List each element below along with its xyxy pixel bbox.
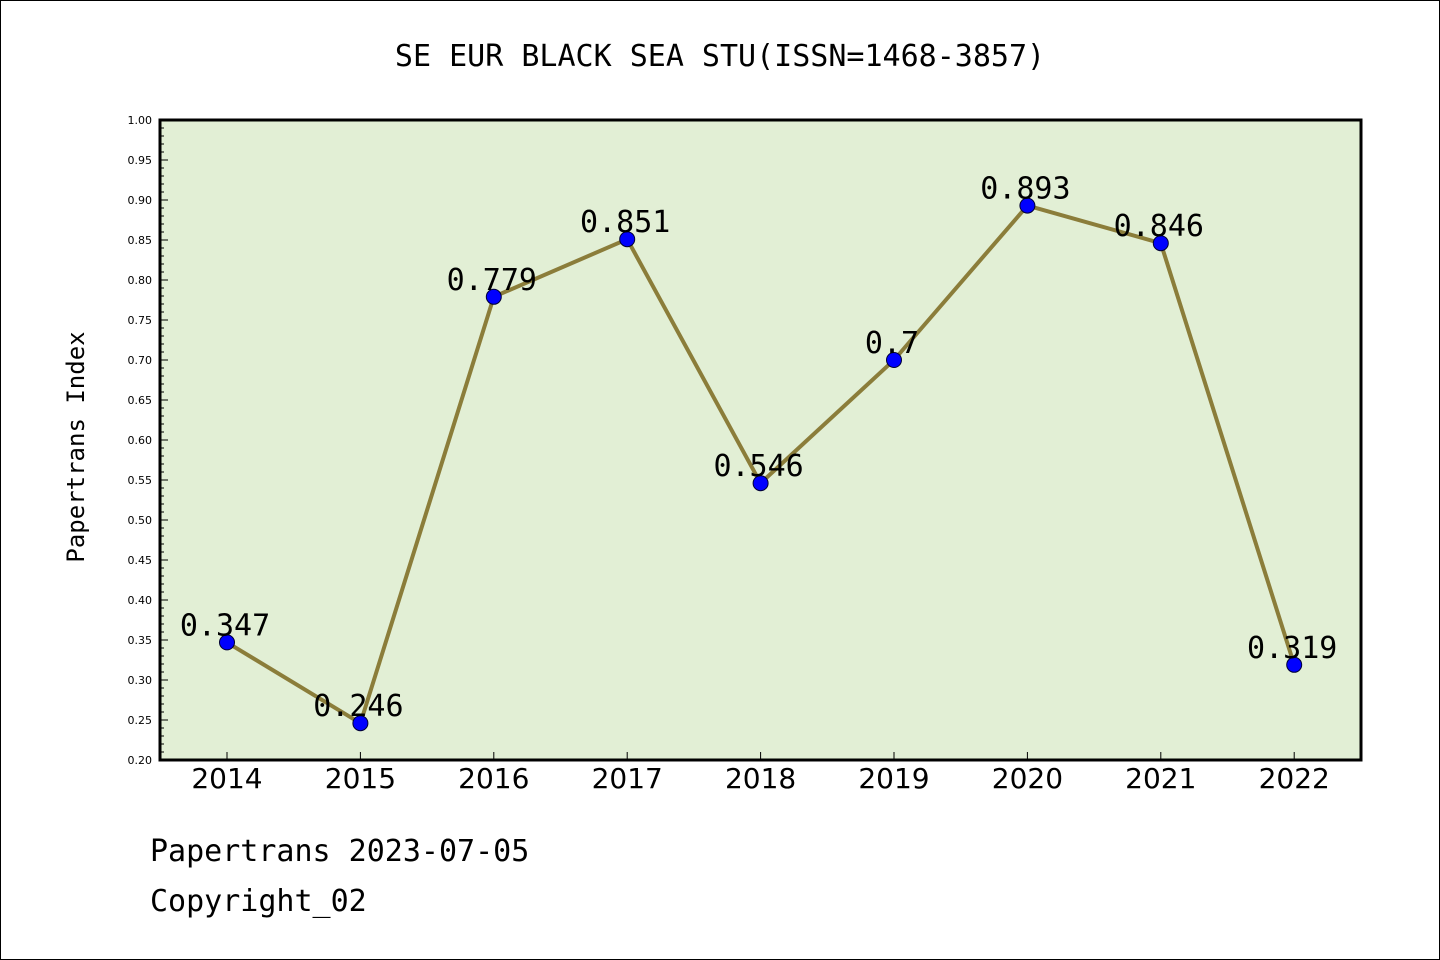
x-tick-label: 2014 bbox=[191, 762, 262, 795]
y-tick-label: 0.65 bbox=[128, 394, 153, 407]
data-point bbox=[1286, 656, 1303, 673]
y-tick-label: 0.80 bbox=[128, 274, 153, 287]
y-tick-label: 0.50 bbox=[128, 514, 153, 527]
plot-area bbox=[158, 118, 1363, 762]
data-label: 0.347 bbox=[180, 608, 270, 643]
x-tick-label: 2021 bbox=[1125, 762, 1196, 795]
data-label: 0.246 bbox=[313, 689, 403, 724]
y-tick-label: 0.75 bbox=[128, 314, 153, 327]
footer-copyright: Copyright_02 bbox=[150, 884, 367, 919]
y-tick-label: 0.70 bbox=[128, 354, 153, 367]
data-point bbox=[1019, 197, 1036, 214]
x-tick-label: 2015 bbox=[325, 762, 396, 795]
data-point bbox=[485, 288, 502, 305]
series-group bbox=[219, 197, 1303, 732]
x-tick-label: 2017 bbox=[592, 762, 663, 795]
x-axis: 2014 2015 2016 2017 2018 2019 2020 2021 2022 bbox=[191, 752, 1330, 795]
data-label: 0.846 bbox=[1114, 209, 1204, 244]
y-tick-label: 0.45 bbox=[128, 554, 153, 567]
x-tick-label: 2020 bbox=[992, 762, 1063, 795]
data-point bbox=[886, 352, 902, 368]
chart-title: SE EUR BLACK SEA STU(ISSN=1468-3857) bbox=[395, 39, 1045, 74]
x-tick-label: 2019 bbox=[858, 762, 929, 795]
y-tick-label: 1.00 bbox=[128, 114, 153, 127]
data-point bbox=[219, 634, 235, 651]
y-tick-label: 0.30 bbox=[128, 674, 153, 687]
y-tick-label: 0.35 bbox=[128, 634, 153, 647]
y-tick-label: 0.90 bbox=[128, 194, 153, 207]
footer-date-line: Papertrans 2023-07-05 bbox=[150, 834, 530, 869]
y-tick-label: 0.25 bbox=[128, 714, 153, 727]
y-tick-label: 0.55 bbox=[128, 474, 153, 487]
x-tick-label: 2018 bbox=[725, 762, 796, 795]
y-tick-label: 0.20 bbox=[128, 754, 153, 767]
y-tick-label: 0.60 bbox=[128, 434, 153, 447]
data-label: 0.893 bbox=[980, 172, 1070, 207]
data-label: 0.779 bbox=[447, 263, 537, 298]
data-label: 0.851 bbox=[580, 205, 670, 240]
data-label: 0.319 bbox=[1247, 631, 1337, 666]
data-label: 0.546 bbox=[713, 449, 803, 484]
y-tick-label: 0.85 bbox=[128, 234, 153, 247]
data-label: 0.7 bbox=[865, 326, 919, 361]
data-point bbox=[619, 231, 636, 248]
y-axis: 0.20 0.25 0.30 0.35 0.40 0.45 0.50 0.55 0.60 0.65… bbox=[128, 114, 168, 767]
x-tick-label: 2016 bbox=[458, 762, 529, 795]
y-axis-label: Papertrans Index bbox=[62, 331, 90, 562]
y-tick-label: 0.40 bbox=[128, 594, 153, 607]
data-point bbox=[352, 715, 369, 732]
data-point bbox=[1152, 235, 1169, 252]
data-labels: 0.347 0.246 0.779 0.851 0.546 0.7 0.893 0.846 0.… bbox=[180, 172, 1338, 725]
y-tick-label: 0.95 bbox=[128, 154, 153, 167]
data-point bbox=[752, 475, 769, 492]
x-tick-label: 2022 bbox=[1259, 762, 1330, 795]
